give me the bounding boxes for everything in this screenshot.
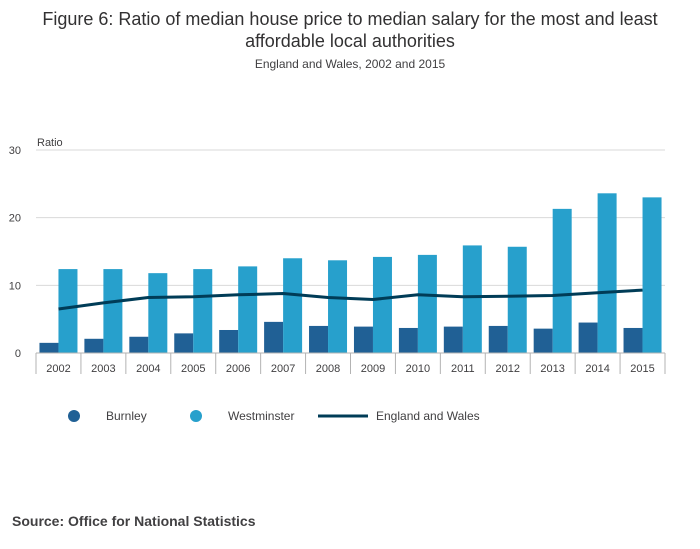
legend-label-westminster: Westminster xyxy=(228,409,294,423)
burnley-bar xyxy=(353,326,373,353)
westminster-bar xyxy=(417,254,437,353)
legend-label-england-and-wales: England and Wales xyxy=(376,409,480,423)
westminster-bar xyxy=(642,197,662,353)
burnley-bar xyxy=(443,326,463,353)
x-tick-label: 2006 xyxy=(226,363,250,375)
burnley-bar xyxy=(398,327,418,353)
y-tick-label: 0 xyxy=(15,348,21,360)
westminster-bar xyxy=(238,266,258,353)
x-tick-label: 2007 xyxy=(271,363,295,375)
burnley-bar xyxy=(264,321,284,353)
england-and-wales-line xyxy=(58,288,643,311)
x-tick-label: 2008 xyxy=(316,363,340,375)
x-tick-label: 2010 xyxy=(406,363,430,375)
burnley-bar xyxy=(533,328,553,353)
burnley-bar xyxy=(129,336,149,353)
x-tick-label: 2011 xyxy=(451,363,475,375)
source-note: Source: Office for National Statistics xyxy=(12,513,256,529)
y-tick-label: 20 xyxy=(9,213,21,225)
x-tick-label: 2015 xyxy=(630,363,654,375)
westminster-bar xyxy=(597,193,617,353)
chart-title: Figure 6: Ratio of median house price to… xyxy=(42,9,658,51)
chart-subtitle: England and Wales, 2002 and 2015 xyxy=(254,57,446,71)
westminster-bar xyxy=(283,258,303,353)
y-tick-label: 10 xyxy=(9,280,21,292)
y-tick-label: 30 xyxy=(9,145,21,157)
westminster-bar xyxy=(103,269,123,353)
westminster-bar xyxy=(328,260,348,353)
legend-swatch-westminster xyxy=(190,410,202,422)
burnley-bar xyxy=(309,325,329,353)
westminster-bar xyxy=(148,273,168,353)
legend-label-burnley: Burnley xyxy=(106,409,147,423)
westminster-bar xyxy=(552,208,572,353)
x-tick-label: 2014 xyxy=(585,363,609,375)
westminster-bar xyxy=(372,256,392,353)
x-tick-label: 2013 xyxy=(540,363,564,375)
burnley-bar xyxy=(39,342,59,353)
x-tick-label: 2002 xyxy=(46,363,70,375)
burnley-bar xyxy=(219,329,239,353)
burnley-bar xyxy=(578,322,598,353)
y-axis-label: Ratio xyxy=(37,137,63,149)
x-tick-label: 2009 xyxy=(361,363,385,375)
westminster-bar xyxy=(462,245,482,353)
x-tick-label: 2012 xyxy=(496,363,520,375)
westminster-bar xyxy=(193,269,213,353)
westminster-bar xyxy=(507,246,527,353)
burnley-bar xyxy=(84,338,104,353)
legend-swatch-burnley xyxy=(68,410,80,422)
burnley-bar xyxy=(174,333,194,353)
x-tick-label: 2004 xyxy=(136,363,160,375)
burnley-bar xyxy=(488,325,508,353)
westminster-bar xyxy=(58,269,78,353)
x-tick-label: 2003 xyxy=(91,363,115,375)
burnley-bar xyxy=(623,327,643,353)
x-tick-label: 2005 xyxy=(181,363,205,375)
